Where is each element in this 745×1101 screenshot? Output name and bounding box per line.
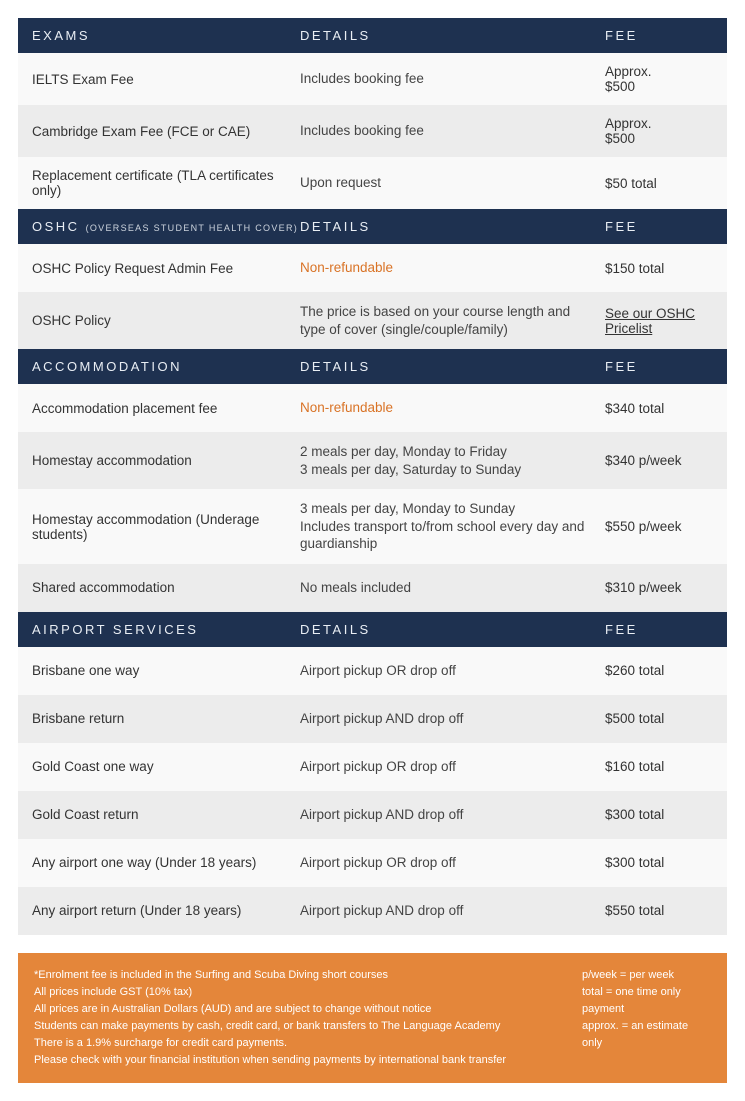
row-details: Airport pickup AND drop off [300,806,605,824]
section-header: EXAMSDETAILSFEE [18,18,727,53]
column-header-details: DETAILS [300,219,605,234]
table-row: Any airport return (Under 18 years)Airpo… [18,887,727,935]
row-details: Airport pickup OR drop off [300,758,605,776]
column-header-details: DETAILS [300,28,605,43]
row-fee: $160 total [605,759,713,774]
section-header: AIRPORT SERVICESDETAILSFEE [18,612,727,647]
section-title: ACCOMMODATION [32,359,300,374]
row-name: Cambridge Exam Fee (FCE or CAE) [32,124,300,139]
section-title: OSHC(OVERSEAS STUDENT HEALTH COVER) [32,219,300,234]
row-details: Airport pickup OR drop off [300,854,605,872]
row-fee: $310 p/week [605,580,713,595]
table-row: Brisbane returnAirport pickup AND drop o… [18,695,727,743]
section-title: EXAMS [32,28,300,43]
column-header-fee: FEE [605,219,713,234]
row-name: Shared accommodation [32,580,300,595]
row-fee: $550 total [605,903,713,918]
row-details: Airport pickup AND drop off [300,710,605,728]
table-row: Any airport one way (Under 18 years)Airp… [18,839,727,887]
section-subnote: (OVERSEAS STUDENT HEALTH COVER) [86,223,299,233]
section-oshc: OSHC(OVERSEAS STUDENT HEALTH COVER)DETAI… [18,209,727,349]
row-name: Gold Coast return [32,807,300,822]
row-details: No meals included [300,579,605,597]
row-name: Brisbane one way [32,663,300,678]
table-row: IELTS Exam FeeIncludes booking feeApprox… [18,53,727,105]
section-airport-services: AIRPORT SERVICESDETAILSFEEBrisbane one w… [18,612,727,935]
section-accommodation: ACCOMMODATIONDETAILSFEEAccommodation pla… [18,349,727,612]
row-details: 3 meals per day, Monday to Sunday Includ… [300,500,605,553]
table-row: Replacement certificate (TLA certificate… [18,157,727,209]
row-fee: Approx. $500 [605,116,713,146]
table-row: Gold Coast returnAirport pickup AND drop… [18,791,727,839]
section-header: ACCOMMODATIONDETAILSFEE [18,349,727,384]
row-name: Any airport return (Under 18 years) [32,903,300,918]
row-details: Includes booking fee [300,122,605,140]
table-row: OSHC PolicyThe price is based on your co… [18,292,727,349]
column-header-fee: FEE [605,359,713,374]
row-name: OSHC Policy Request Admin Fee [32,261,300,276]
table-row: Gold Coast one wayAirport pickup OR drop… [18,743,727,791]
row-details: Includes booking fee [300,70,605,88]
row-fee: $340 p/week [605,453,713,468]
row-fee: $50 total [605,176,713,191]
row-details: Airport pickup OR drop off [300,662,605,680]
row-details: The price is based on your course length… [300,303,605,338]
row-fee: $150 total [605,261,713,276]
row-name: Homestay accommodation (Underage student… [32,512,300,542]
row-fee: $260 total [605,663,713,678]
column-header-details: DETAILS [300,359,605,374]
column-header-details: DETAILS [300,622,605,637]
table-row: OSHC Policy Request Admin FeeNon-refunda… [18,244,727,292]
row-name: IELTS Exam Fee [32,72,300,87]
section-exams: EXAMSDETAILSFEEIELTS Exam FeeIncludes bo… [18,18,727,209]
section-header: OSHC(OVERSEAS STUDENT HEALTH COVER)DETAI… [18,209,727,244]
row-fee: $340 total [605,401,713,416]
row-details: Upon request [300,174,605,192]
table-row: Brisbane one wayAirport pickup OR drop o… [18,647,727,695]
row-fee: $500 total [605,711,713,726]
row-fee: Approx. $500 [605,64,713,94]
row-fee: $550 p/week [605,519,713,534]
row-name: OSHC Policy [32,313,300,328]
table-row: Accommodation placement feeNon-refundabl… [18,384,727,432]
row-fee-link[interactable]: See our OSHC Pricelist [605,306,713,336]
footer-note: *Enrolment fee is included in the Surfin… [18,953,727,1083]
row-fee: $300 total [605,855,713,870]
row-details: Airport pickup AND drop off [300,902,605,920]
row-details: 2 meals per day, Monday to Friday 3 meal… [300,443,605,478]
row-name: Gold Coast one way [32,759,300,774]
table-row: Homestay accommodation2 meals per day, M… [18,432,727,489]
section-title: AIRPORT SERVICES [32,622,300,637]
row-name: Replacement certificate (TLA certificate… [32,168,300,198]
row-fee: $300 total [605,807,713,822]
row-name: Homestay accommodation [32,453,300,468]
row-name: Accommodation placement fee [32,401,300,416]
row-name: Brisbane return [32,711,300,726]
column-header-fee: FEE [605,28,713,43]
row-details-nonrefundable: Non-refundable [300,399,605,417]
row-name: Any airport one way (Under 18 years) [32,855,300,870]
table-row: Homestay accommodation (Underage student… [18,489,727,564]
row-details-nonrefundable: Non-refundable [300,259,605,277]
column-header-fee: FEE [605,622,713,637]
table-row: Shared accommodationNo meals included$31… [18,564,727,612]
table-row: Cambridge Exam Fee (FCE or CAE)Includes … [18,105,727,157]
